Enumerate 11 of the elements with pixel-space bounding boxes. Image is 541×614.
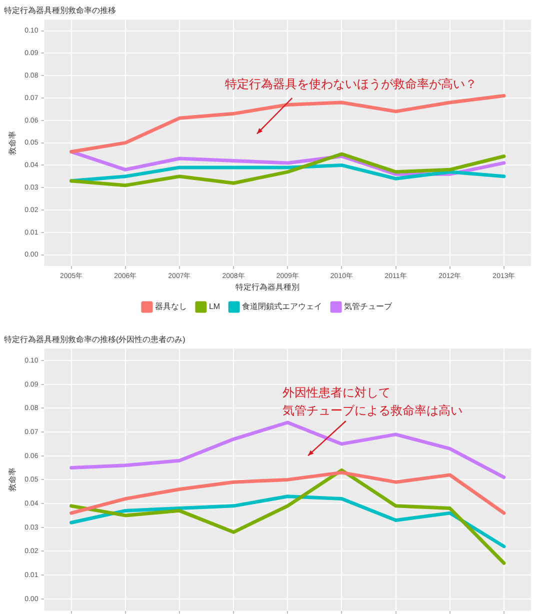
annotation: 外因性患者に対して [282,385,390,400]
chart-title: 特定行為器具種別救命率の推移(外因性の患者のみ) [4,335,186,344]
chart-title: 特定行為器具種別救命率の推移 [4,6,116,16]
annotation: 気管チューブによる救命率は高い [282,404,462,418]
y-axis-title: 救命率 [8,130,18,156]
legend-label: 気管チューブ [344,302,394,312]
y-axis-title: 救命率 [8,468,18,493]
annotation: 特定行為器具を使わないほうが救命率が高い？ [224,77,477,92]
legend-label: 器具なし [154,302,187,312]
legend-label: LM [208,302,220,312]
legend-label: 食道閉鎖式エアウェイ [242,302,322,312]
